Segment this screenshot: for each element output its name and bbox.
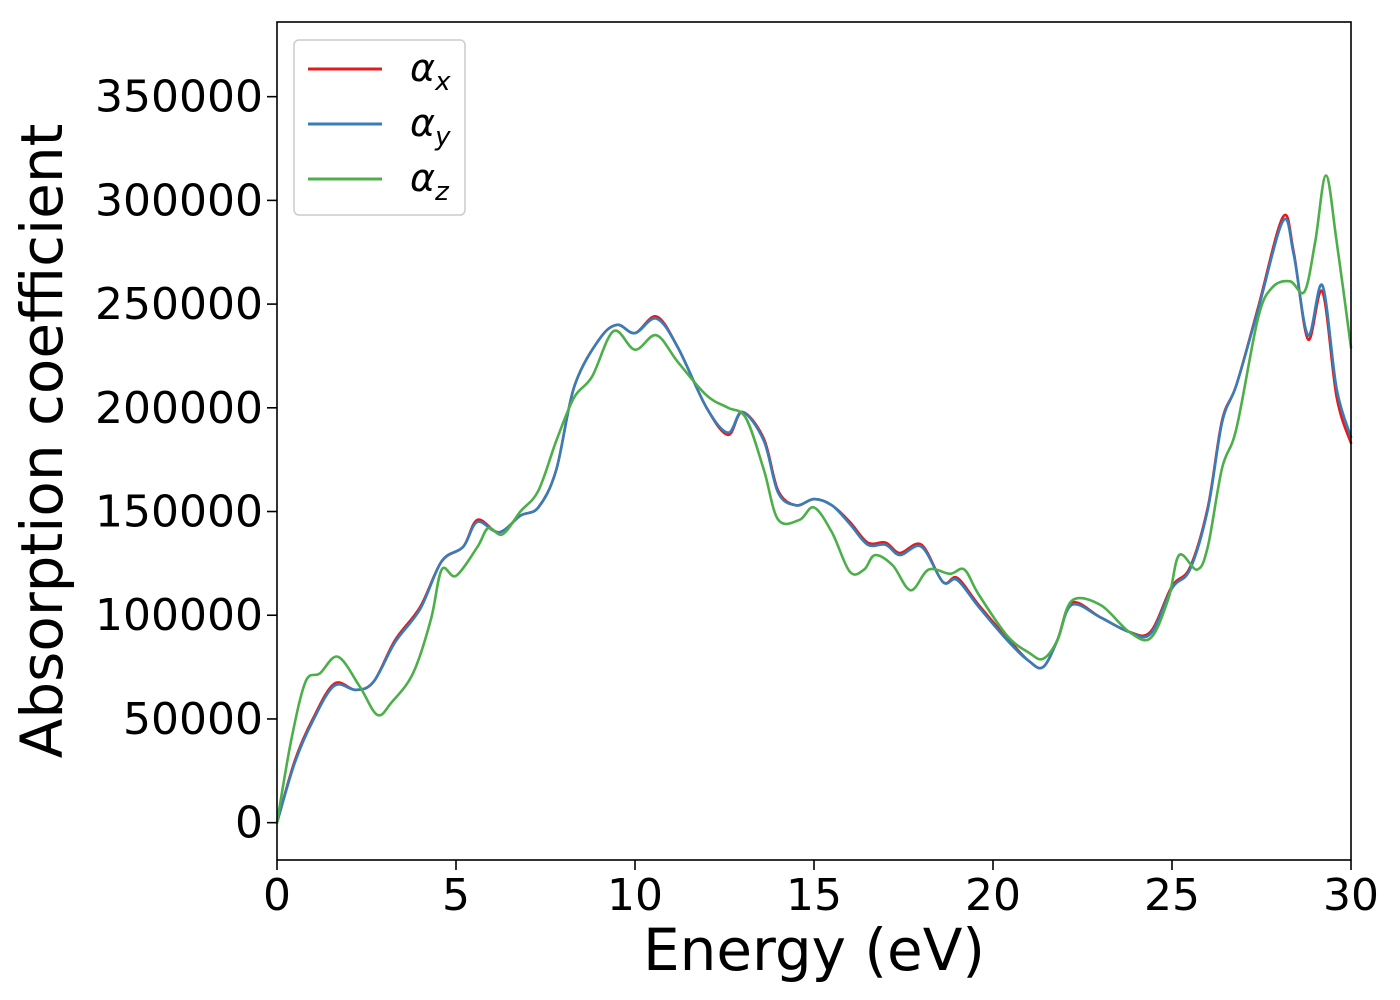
x-tick-label: 15 (786, 870, 842, 921)
y-tick-label: 250000 (95, 279, 263, 330)
legend-symbol: α (410, 46, 435, 90)
y-tick-label: 0 (235, 798, 263, 849)
series-line-alpha-y (275, 217, 1353, 824)
y-tick-label: 350000 (95, 72, 263, 123)
x-tick-label: 20 (965, 870, 1021, 921)
x-tick-label: 0 (263, 870, 291, 921)
y-tick-label: 100000 (95, 590, 263, 641)
y-tick-label: 50000 (123, 694, 263, 745)
x-tick-label: 30 (1323, 870, 1379, 921)
y-tick-label: 200000 (95, 383, 263, 434)
legend-label-alpha-y: αy (410, 101, 451, 152)
y-axis-title: Absorption coefficient (8, 124, 76, 759)
y-tick-label: 150000 (95, 487, 263, 538)
series-line-alpha-x (275, 213, 1353, 824)
legend-symbol: α (410, 101, 435, 145)
legend-subscript: z (434, 177, 450, 207)
series-line-alpha-z (275, 174, 1353, 824)
legend-symbol: α (410, 156, 435, 200)
y-axis: 0 50000 100000 150000 200000 250000 300000 3500… (95, 72, 277, 849)
legend-label-alpha-z: αz (410, 156, 450, 207)
y-tick-label: 300000 (95, 175, 263, 226)
x-tick-label: 10 (607, 870, 663, 921)
x-tick-label: 5 (442, 870, 470, 921)
legend-box (293, 39, 466, 216)
x-axis-title: Energy (eV) (643, 916, 985, 984)
legend-subscript: x (434, 67, 451, 97)
plot-area (275, 174, 1353, 824)
x-tick-label: 25 (1144, 870, 1200, 921)
legend-label-alpha-x: αx (410, 46, 451, 97)
legend-subscript: y (434, 122, 451, 152)
x-axis: 0 5 10 15 20 25 30 (263, 860, 1379, 921)
